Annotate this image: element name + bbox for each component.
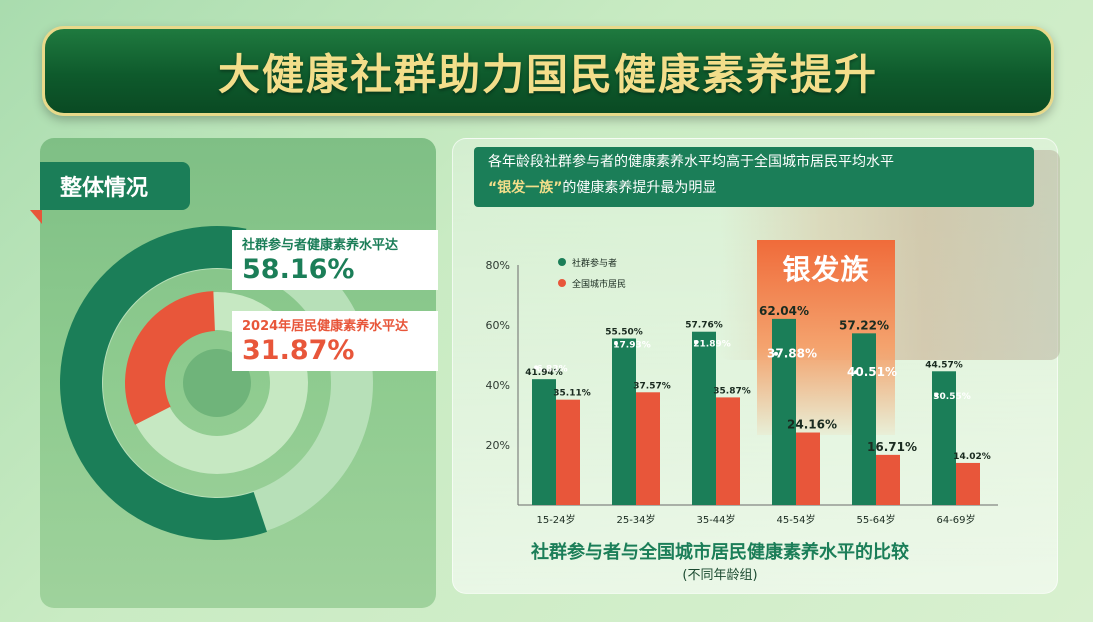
headline-quote: “银发一族” xyxy=(488,180,563,196)
bar-community-label: 44.57% xyxy=(925,360,963,370)
y-tick-label: 40% xyxy=(486,379,510,392)
bar-community xyxy=(692,331,716,505)
x-tick-label: 35-44岁 xyxy=(696,513,735,526)
silver-highlight-label: 银发族 xyxy=(782,253,870,286)
headline-line2: “银发一族”的健康素养提升最为明显 xyxy=(488,177,1024,197)
national-stat-value: 31.87% xyxy=(242,335,355,366)
bar-community xyxy=(772,318,796,505)
x-tick-label: 55-64岁 xyxy=(856,513,895,526)
bar-national xyxy=(876,454,900,505)
bar-national-label: 37.57% xyxy=(633,381,671,391)
bar-national-label: 35.87% xyxy=(713,386,751,396)
difference-label: 17.93% xyxy=(613,340,651,350)
x-tick-label: 25-34岁 xyxy=(616,513,655,526)
bar-national xyxy=(716,397,740,505)
y-tick-label: 20% xyxy=(486,439,510,452)
x-tick-label: 64-69岁 xyxy=(936,513,975,526)
overview-donut xyxy=(60,226,373,540)
bar-national-label: 24.16% xyxy=(787,418,837,432)
community-stat: 社群参与者健康素养水平达 58.16% xyxy=(232,230,438,290)
legend-label: 社群参与者 xyxy=(572,257,617,269)
difference-label: 30.55% xyxy=(933,392,971,402)
legend-marker xyxy=(558,258,566,266)
page-title: 大健康社群助力国民健康素养提升 xyxy=(217,49,878,99)
community-stat-value: 58.16% xyxy=(242,254,355,285)
bar-community-label: 41.94% xyxy=(525,368,563,378)
bar-national xyxy=(636,392,660,505)
x-tick-label: 45-54岁 xyxy=(776,513,815,526)
bar-national xyxy=(556,399,580,505)
difference-label: 6.83% xyxy=(536,364,567,374)
tab-corner-decoration xyxy=(30,210,42,224)
difference-label: 37.88% xyxy=(767,347,817,361)
bar-community-label: 62.04% xyxy=(759,304,809,318)
community-ring-segment xyxy=(60,226,268,540)
bar-national-label: 14.02% xyxy=(953,452,991,462)
community-stat-label: 社群参与者健康素养水平达 xyxy=(242,238,399,253)
title-banner: 大健康社群助力国民健康素养提升 xyxy=(42,26,1054,116)
difference-label: 40.51% xyxy=(847,365,897,379)
bar-national-label: 16.71% xyxy=(867,440,917,454)
headline-line1: 各年龄段社群参与者的健康素养水平均高于全国城市居民平均水平 xyxy=(488,154,894,170)
national-stat: 2024年居民健康素养水平达 31.87% xyxy=(232,311,438,371)
bar-national xyxy=(796,432,820,505)
difference-marker xyxy=(534,365,538,370)
bar-community xyxy=(532,379,556,505)
bar-community xyxy=(612,338,636,505)
bar-community-label: 57.76% xyxy=(685,321,723,331)
chart-title: 社群参与者与全国城市居民健康素养水平的比较 xyxy=(531,542,909,563)
chart-subtitle: (不同年龄组) xyxy=(682,568,758,583)
y-tick-label: 80% xyxy=(486,259,510,272)
difference-marker xyxy=(854,370,858,375)
legend-marker xyxy=(558,279,566,287)
difference-marker xyxy=(774,351,778,356)
bar-national xyxy=(956,462,980,505)
bar-community-label: 55.50% xyxy=(605,328,643,338)
x-tick-label: 15-24岁 xyxy=(536,513,575,526)
national-stat-label: 2024年居民健康素养水平达 xyxy=(242,319,409,334)
bar-community xyxy=(852,333,876,505)
overview-tab: 整体情况 xyxy=(40,162,190,210)
y-tick-label: 60% xyxy=(486,319,510,332)
difference-marker xyxy=(694,340,698,345)
headline-box: 各年龄段社群参与者的健康素养水平均高于全国城市居民平均水平 “银发一族”的健康素… xyxy=(474,147,1034,207)
legend-label: 全国城市居民 xyxy=(572,278,626,290)
difference-marker xyxy=(614,341,618,346)
bar-community-label: 57.22% xyxy=(839,318,889,332)
national-ring-segment xyxy=(125,291,215,425)
headline-line2-rest: 的健康素养提升最为明显 xyxy=(562,180,717,196)
difference-marker xyxy=(934,393,938,398)
difference-label: 21.89% xyxy=(693,340,731,350)
bar-national-label: 35.11% xyxy=(553,389,591,399)
